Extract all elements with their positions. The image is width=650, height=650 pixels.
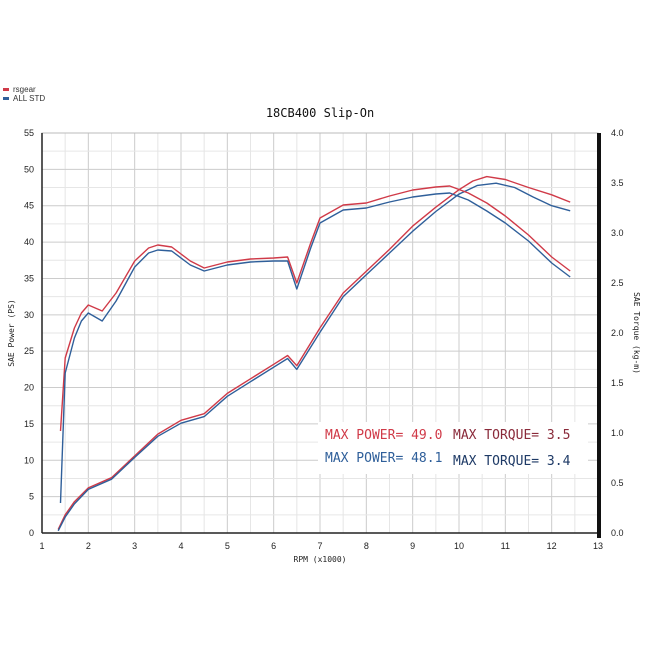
legend: rsgear ALL STD <box>3 85 45 103</box>
x-axis-label: RPM (x1000) <box>294 555 347 564</box>
y-tick-label: 10 <box>24 455 34 465</box>
x-tick-label: 8 <box>364 541 369 551</box>
x-tick-label: 3 <box>132 541 137 551</box>
y2-tick-label: 2.0 <box>611 328 624 338</box>
legend-label-rsgear: rsgear <box>13 85 36 94</box>
x-tick-label: 1 <box>39 541 44 551</box>
y-tick-label: 45 <box>24 201 34 211</box>
x-tick-label: 7 <box>317 541 322 551</box>
x-tick-label: 10 <box>454 541 464 551</box>
annotation-max-torque-rsgear: MAX TORQUE= 3.5 <box>453 428 570 443</box>
x-tick-label: 2 <box>86 541 91 551</box>
y2-tick-label: 4.0 <box>611 128 624 138</box>
y-tick-label: 25 <box>24 346 34 356</box>
y-tick-label: 55 <box>24 128 34 138</box>
y-tick-label: 5 <box>29 492 34 502</box>
x-tick-label: 11 <box>501 541 510 551</box>
y2-axis-label: SAE Torque (kg-m) <box>632 292 641 374</box>
series-line-power-rsgear <box>57 175 571 530</box>
y-axis-label: SAE Power (PS) <box>7 299 16 366</box>
x-tick-label: 9 <box>410 541 415 551</box>
y-tick-label: 40 <box>24 237 34 247</box>
x-tick-label: 4 <box>178 541 183 551</box>
series-line-torque-rsgear <box>59 185 571 432</box>
y-tick-label: 35 <box>24 273 34 283</box>
x-tick-label: 6 <box>271 541 276 551</box>
series-line-torque-all-std <box>59 192 571 504</box>
y-tick-label: 50 <box>24 164 34 174</box>
legend-label-all-std: ALL STD <box>13 94 45 103</box>
y2-tick-label: 1.0 <box>611 428 624 438</box>
y2-tick-label: 2.5 <box>611 278 624 288</box>
y2-tick-label: 1.5 <box>611 378 624 388</box>
y-tick-label: 30 <box>24 310 34 320</box>
annotation-max-torque-std: MAX TORQUE= 3.4 <box>453 454 571 469</box>
annotation-box <box>318 422 588 474</box>
legend-swatch-all-std <box>3 97 9 100</box>
y2-tick-label: 3.0 <box>611 228 624 238</box>
x-tick-label: 13 <box>593 541 603 551</box>
x-tick-label: 12 <box>547 541 557 551</box>
series-line-power-all-std <box>57 182 571 532</box>
x-tick-label: 5 <box>225 541 230 551</box>
y-tick-label: 0 <box>29 528 34 538</box>
annotation-max-power-std: MAX POWER= 48.1 <box>325 451 442 466</box>
tick-labels: 1 2 3 4 5 6 7 8 9 10 11 12 1305101520253035404550550… <box>24 128 624 551</box>
annotation-max-power-rsgear: MAX POWER= 49.0 <box>325 428 442 443</box>
y2-tick-label: 0.5 <box>611 478 624 488</box>
y2-tick-label: 0.0 <box>611 528 624 538</box>
y-tick-label: 15 <box>24 419 34 429</box>
y-tick-label: 20 <box>24 383 34 393</box>
chart-title: 18CB400 Slip-On <box>266 106 374 120</box>
series-lines <box>57 175 571 532</box>
y2-tick-label: 3.5 <box>611 178 624 188</box>
legend-swatch-rsgear <box>3 88 9 91</box>
